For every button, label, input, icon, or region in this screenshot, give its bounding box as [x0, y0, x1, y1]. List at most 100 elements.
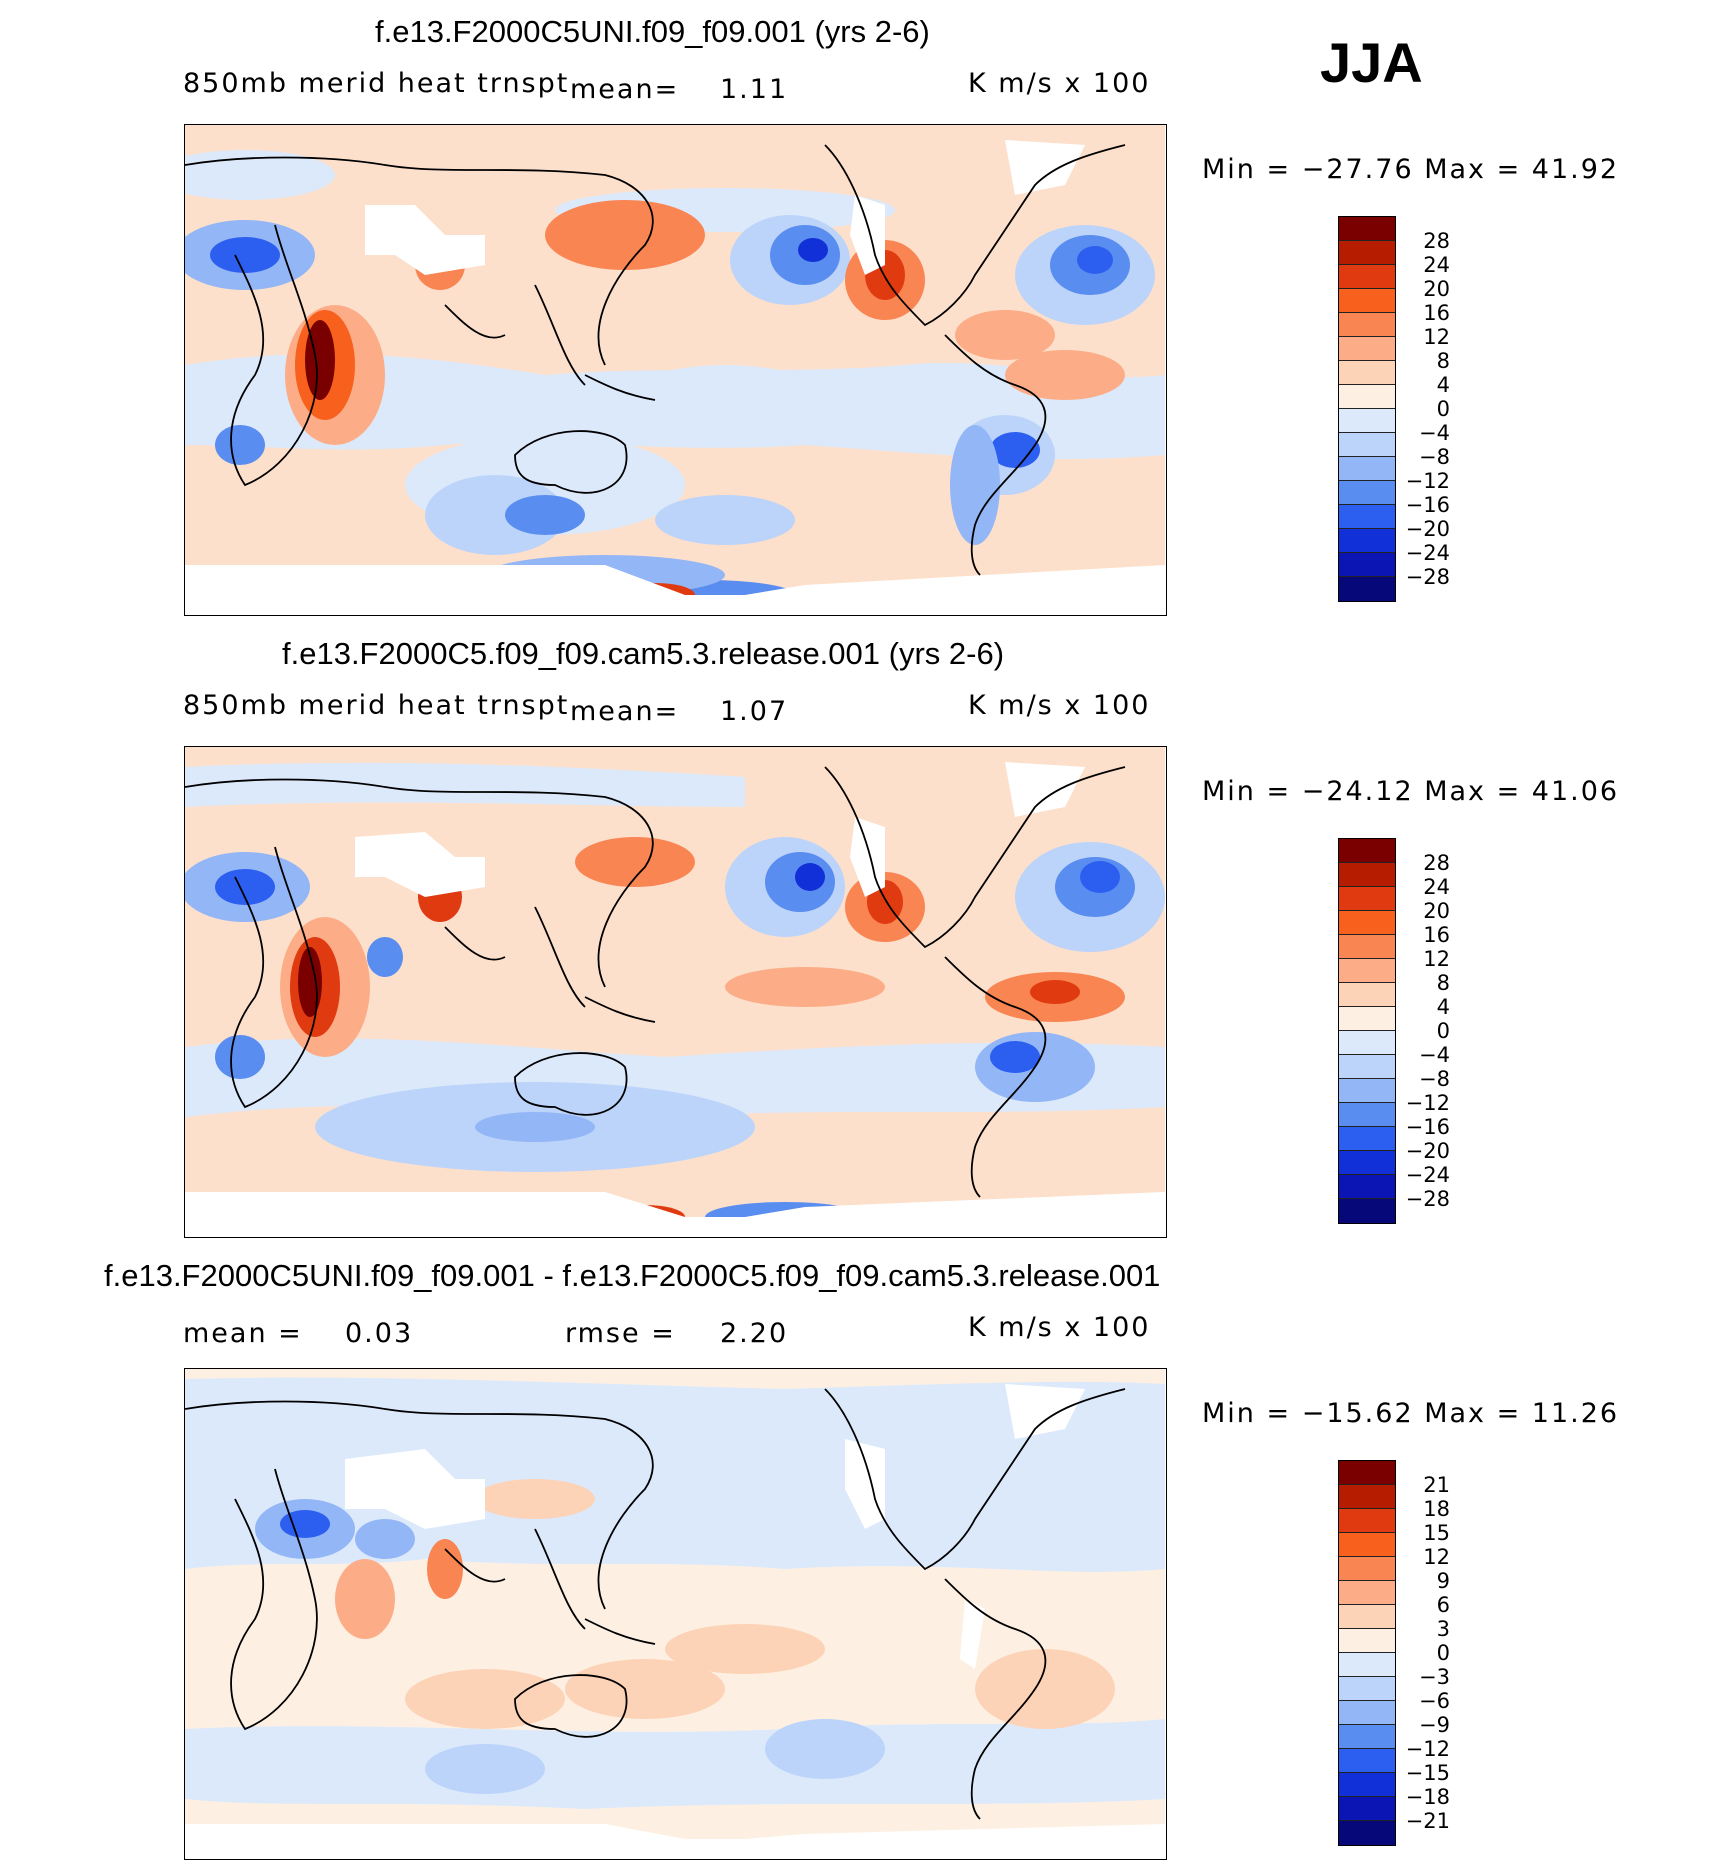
colorbar-swatch	[1339, 1725, 1395, 1749]
colorbar-swatch	[1339, 289, 1395, 313]
panel2-map	[184, 746, 1167, 1238]
colorbar-tick-label: −12	[1405, 1091, 1450, 1115]
panel1-minmax: Min = −27.76 Max = 41.92	[1202, 154, 1620, 185]
colorbar-tick-label: 6	[1436, 1593, 1450, 1617]
colorbar-swatch	[1339, 1485, 1395, 1509]
colorbar-swatch	[1339, 1797, 1395, 1821]
panel3-rmse-value: 2.20	[720, 1318, 789, 1349]
panel1-title: f.e13.F2000C5UNI.f09_f09.001 (yrs 2-6)	[375, 14, 930, 49]
panel2-mean-value: 1.07	[720, 696, 789, 727]
colorbar-swatch	[1339, 457, 1395, 481]
colorbar-tick-label: 20	[1423, 899, 1450, 923]
colorbar-swatch	[1339, 1103, 1395, 1127]
panel2-variable: 850mb merid heat trnspt	[183, 690, 570, 721]
panel3-map	[184, 1368, 1167, 1860]
panel2-colorbar	[1338, 838, 1396, 1224]
colorbar-swatch	[1339, 887, 1395, 911]
colorbar-tick-label: 15	[1423, 1521, 1450, 1545]
colorbar-swatch	[1339, 983, 1395, 1007]
colorbar-swatch	[1339, 433, 1395, 457]
colorbar-tick-label: −20	[1405, 517, 1450, 541]
panel3-title: f.e13.F2000C5UNI.f09_f09.001 - f.e13.F20…	[104, 1258, 1161, 1293]
panel1-units: K m/s x 100	[968, 68, 1151, 99]
panel3-rmse-label: rmse =	[565, 1318, 676, 1349]
colorbar-tick-label: 4	[1436, 373, 1450, 397]
colorbar-tick-label: −21	[1405, 1809, 1450, 1833]
colorbar-tick-label: 24	[1423, 875, 1450, 899]
colorbar-swatch	[1339, 385, 1395, 409]
colorbar-tick-label: −18	[1405, 1785, 1450, 1809]
colorbar-swatch	[1339, 1557, 1395, 1581]
colorbar-tick-label: −12	[1405, 469, 1450, 493]
colorbar-tick-label: −6	[1419, 1689, 1450, 1713]
colorbar-tick-label: −8	[1419, 445, 1450, 469]
colorbar-tick-label: −28	[1405, 565, 1450, 589]
colorbar-tick-label: −12	[1405, 1737, 1450, 1761]
colorbar-tick-label: 12	[1423, 947, 1450, 971]
panel1-mean-value: 1.11	[720, 74, 789, 105]
colorbar-swatch	[1339, 935, 1395, 959]
colorbar-swatch	[1339, 959, 1395, 983]
panel2-title: f.e13.F2000C5.f09_f09.cam5.3.release.001…	[282, 636, 1005, 671]
colorbar-swatch	[1339, 1079, 1395, 1103]
colorbar-tick-label: −4	[1419, 421, 1450, 445]
colorbar-tick-label: 9	[1436, 1569, 1450, 1593]
colorbar-tick-label: −4	[1419, 1043, 1450, 1067]
colorbar-tick-label: −24	[1405, 1163, 1450, 1187]
colorbar-swatch	[1339, 1007, 1395, 1031]
panel3-units: K m/s x 100	[968, 1312, 1151, 1343]
colorbar-tick-label: 20	[1423, 277, 1450, 301]
colorbar-tick-label: −24	[1405, 541, 1450, 565]
colorbar-swatch	[1339, 1461, 1395, 1485]
colorbar-swatch	[1339, 265, 1395, 289]
colorbar-tick-label: 12	[1423, 325, 1450, 349]
colorbar-swatch	[1339, 553, 1395, 577]
colorbar-swatch	[1339, 1605, 1395, 1629]
panel3-minmax: Min = −15.62 Max = 11.26	[1202, 1398, 1620, 1429]
colorbar-tick-label: 28	[1423, 229, 1450, 253]
colorbar-tick-label: 0	[1436, 397, 1450, 421]
colorbar-swatch	[1339, 1199, 1395, 1223]
colorbar-tick-label: 24	[1423, 253, 1450, 277]
colorbar-tick-label: 16	[1423, 301, 1450, 325]
colorbar-swatch	[1339, 481, 1395, 505]
colorbar-tick-label: 28	[1423, 851, 1450, 875]
colorbar-tick-label: 8	[1436, 971, 1450, 995]
season-label: JJA	[1320, 31, 1423, 94]
colorbar-tick-label: 0	[1436, 1019, 1450, 1043]
colorbar-swatch	[1339, 1749, 1395, 1773]
colorbar-swatch	[1339, 1175, 1395, 1199]
colorbar-swatch	[1339, 361, 1395, 385]
colorbar-tick-label: 12	[1423, 1545, 1450, 1569]
colorbar-swatch	[1339, 1151, 1395, 1175]
colorbar-tick-label: −16	[1405, 493, 1450, 517]
panel1-map	[184, 124, 1167, 616]
colorbar-swatch	[1339, 313, 1395, 337]
colorbar-swatch	[1339, 241, 1395, 265]
panel3-mean-value: 0.03	[345, 1318, 414, 1349]
colorbar-tick-label: −16	[1405, 1115, 1450, 1139]
colorbar-swatch	[1339, 529, 1395, 553]
colorbar-swatch	[1339, 577, 1395, 601]
colorbar-swatch	[1339, 337, 1395, 361]
colorbar-swatch	[1339, 505, 1395, 529]
colorbar-tick-label: 8	[1436, 349, 1450, 373]
colorbar-swatch	[1339, 1055, 1395, 1079]
colorbar-swatch	[1339, 1533, 1395, 1557]
colorbar-tick-label: −8	[1419, 1067, 1450, 1091]
colorbar-tick-label: 3	[1436, 1617, 1450, 1641]
panel2-units: K m/s x 100	[968, 690, 1151, 721]
colorbar-tick-label: −9	[1419, 1713, 1450, 1737]
colorbar-swatch	[1339, 1653, 1395, 1677]
panel1-mean-label: mean=	[570, 74, 680, 105]
panel1-colorbar	[1338, 216, 1396, 602]
colorbar-tick-label: 4	[1436, 995, 1450, 1019]
colorbar-swatch	[1339, 1581, 1395, 1605]
panel2-minmax: Min = −24.12 Max = 41.06	[1202, 776, 1620, 807]
panel3-mean-label: mean =	[183, 1318, 303, 1349]
colorbar-tick-label: 16	[1423, 923, 1450, 947]
colorbar-tick-label: −20	[1405, 1139, 1450, 1163]
colorbar-swatch	[1339, 863, 1395, 887]
colorbar-swatch	[1339, 1127, 1395, 1151]
colorbar-swatch	[1339, 1677, 1395, 1701]
